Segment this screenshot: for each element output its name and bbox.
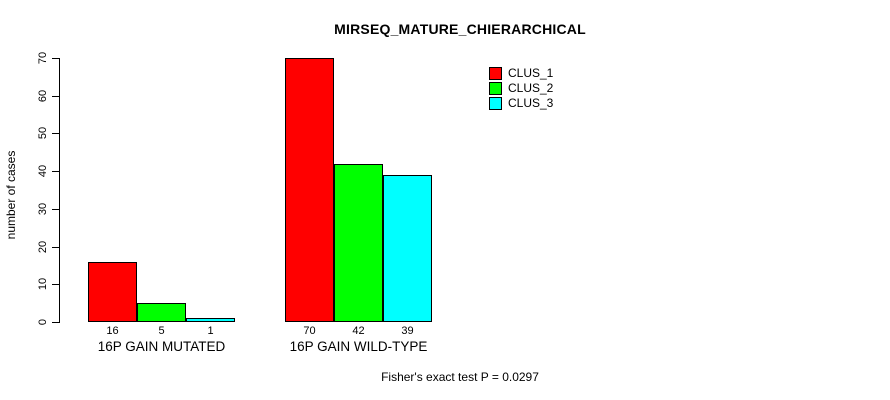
y-axis-tick-label: 0 bbox=[37, 318, 49, 326]
y-axis-label: number of cases bbox=[4, 150, 18, 240]
y-axis-tick bbox=[52, 58, 59, 59]
legend: CLUS_1 CLUS_2 CLUS_3 bbox=[489, 66, 553, 111]
y-axis-tick bbox=[52, 133, 59, 135]
y-axis-tick-label: 30 bbox=[37, 202, 49, 215]
y-axis-tick bbox=[52, 95, 59, 97]
footer-annotation: Fisher's exact test P = 0.0297 bbox=[381, 370, 539, 384]
bar bbox=[285, 58, 334, 322]
bar bbox=[137, 303, 186, 322]
y-axis-line bbox=[59, 58, 60, 323]
y-axis-tick-label: 60 bbox=[37, 89, 49, 102]
legend-swatch bbox=[489, 97, 502, 110]
y-axis-tick-label: 20 bbox=[37, 240, 49, 253]
group-label: 16P GAIN WILD-TYPE bbox=[289, 339, 428, 354]
bar bbox=[88, 262, 137, 322]
legend-label: CLUS_3 bbox=[508, 96, 554, 110]
bar bbox=[334, 164, 383, 322]
bar bbox=[186, 318, 235, 322]
y-axis-tick-label: 70 bbox=[37, 51, 49, 65]
legend-label: CLUS_2 bbox=[508, 81, 554, 95]
legend-item: CLUS_3 bbox=[489, 96, 553, 111]
y-axis-tick-label: 50 bbox=[37, 127, 49, 140]
y-axis-tick-label: 10 bbox=[37, 278, 49, 291]
legend-item: CLUS_1 bbox=[489, 66, 553, 81]
bar-value-label: 16 bbox=[106, 325, 119, 337]
bar-value-label: 5 bbox=[158, 325, 165, 337]
y-axis-tick bbox=[52, 171, 59, 173]
y-axis-tick bbox=[52, 284, 59, 286]
y-axis-tick-label: 40 bbox=[37, 165, 49, 178]
y-axis-tick bbox=[52, 322, 59, 323]
legend-item: CLUS_2 bbox=[489, 81, 553, 96]
group-label: 16P GAIN MUTATED bbox=[97, 339, 226, 354]
y-axis-tick bbox=[52, 208, 59, 210]
bar bbox=[383, 175, 432, 322]
legend-swatch bbox=[489, 67, 502, 80]
bar-value-label: 42 bbox=[352, 325, 365, 337]
bar-value-label: 70 bbox=[303, 325, 316, 337]
y-axis-tick bbox=[52, 246, 59, 248]
legend-swatch bbox=[489, 82, 502, 95]
chart-title: MIRSEQ_MATURE_CHIERARCHICAL bbox=[334, 21, 586, 37]
bar-value-label: 39 bbox=[401, 325, 414, 337]
legend-label: CLUS_1 bbox=[508, 66, 554, 80]
bar-value-label: 1 bbox=[207, 325, 214, 337]
